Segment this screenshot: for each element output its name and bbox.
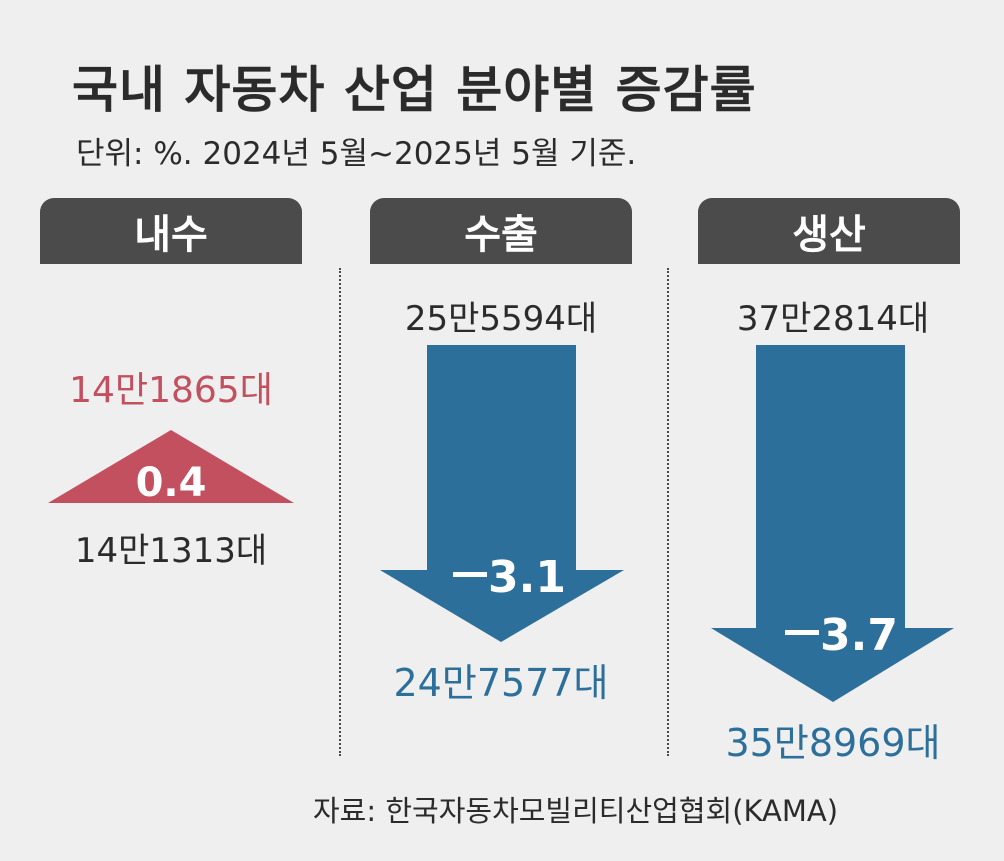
tab-domestic: 내수 bbox=[40, 198, 302, 264]
change-value-label: 3.1 bbox=[488, 552, 566, 603]
minus-sign bbox=[453, 572, 487, 577]
before-value-label: 14만1313대 bbox=[75, 531, 267, 571]
decrease-arrow-marker bbox=[711, 345, 954, 702]
change-value-label: 0.4 bbox=[136, 460, 207, 506]
decrease-arrow-marker bbox=[380, 345, 624, 642]
chart-title: 국내 자동차 산업 분야별 증감률 bbox=[72, 61, 757, 119]
change-value-label: 3.7 bbox=[820, 610, 898, 661]
before-value-label: 37만2814대 bbox=[737, 299, 929, 339]
before-value-label: 25만5594대 bbox=[405, 299, 597, 339]
tab-export: 수출 bbox=[370, 198, 632, 264]
after-value-label: 14만1865대 bbox=[69, 370, 273, 411]
tab-production: 생산 bbox=[698, 198, 960, 264]
after-value-label: 35만8969대 bbox=[726, 721, 941, 765]
increase-triangle-marker bbox=[48, 430, 294, 503]
source-note: 자료: 한국자동차모빌리티산업협회(KAMA) bbox=[313, 794, 839, 828]
chart-subtitle: 단위: %. 2024년 5월~2025년 5월 기준. bbox=[76, 136, 637, 172]
after-value-label: 24만7577대 bbox=[394, 661, 609, 705]
column-divider-1 bbox=[339, 268, 341, 756]
minus-sign bbox=[785, 630, 819, 635]
column-divider-2 bbox=[667, 268, 669, 756]
